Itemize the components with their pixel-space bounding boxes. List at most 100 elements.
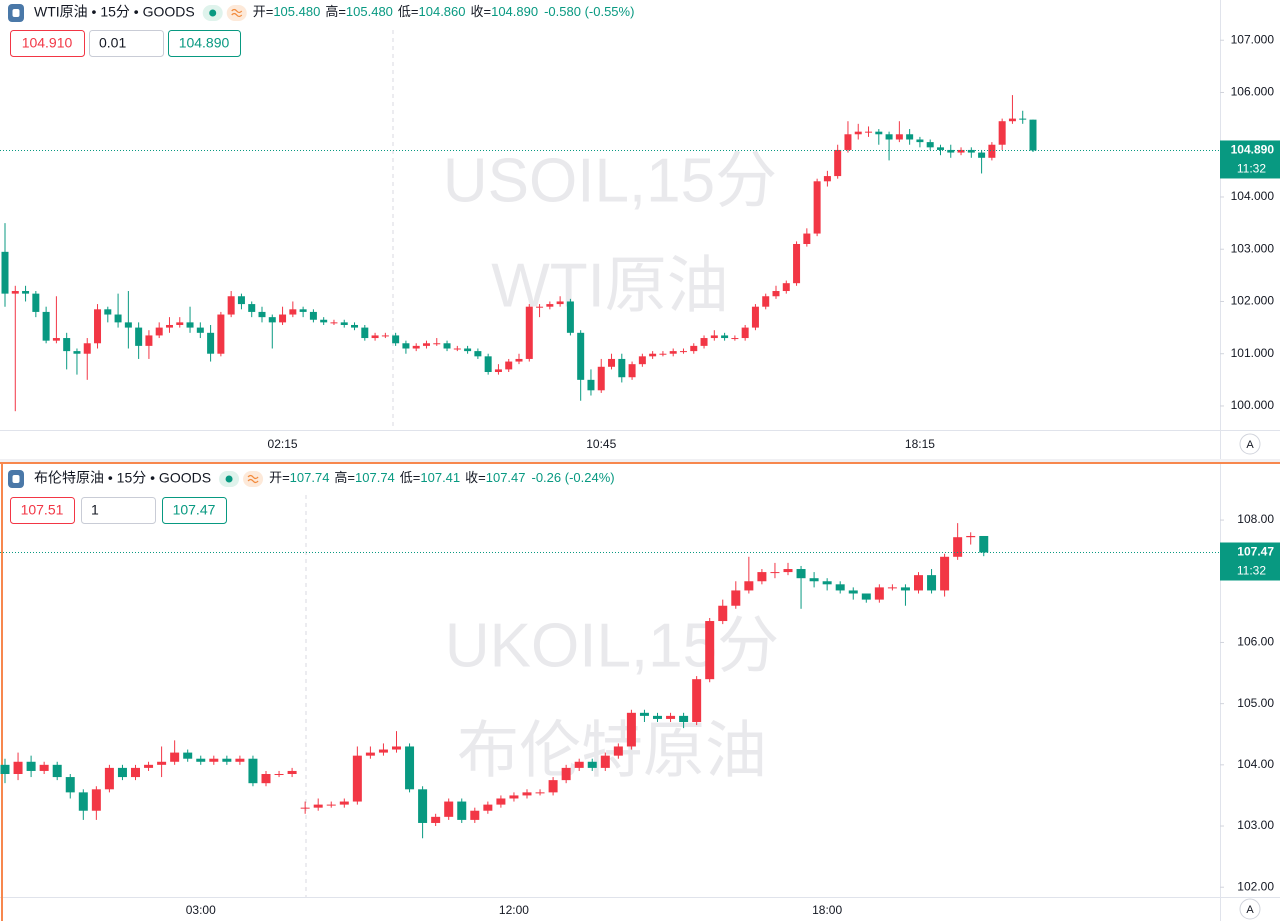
candle-body	[762, 296, 770, 307]
candle-body	[906, 134, 914, 140]
candle-body	[261, 774, 271, 784]
candle-body	[536, 306, 544, 308]
candle-body	[330, 322, 338, 324]
candle-body	[94, 309, 102, 344]
candle-body	[42, 311, 50, 341]
candle-body	[628, 364, 636, 378]
ohlc-value: 105.480	[346, 4, 393, 19]
candle-body	[176, 322, 184, 325]
candle-body	[104, 767, 114, 790]
ohlc-label: 高=	[325, 4, 346, 19]
candle-body	[692, 679, 702, 722]
auto-scale-button[interactable]	[1239, 898, 1261, 920]
candle-body	[351, 324, 359, 328]
candle-body	[710, 335, 718, 339]
candle-body	[91, 789, 101, 811]
candle-body	[690, 345, 698, 352]
candle-body	[577, 332, 585, 380]
x-tick-label: 03:00	[186, 903, 216, 917]
candle-body	[1029, 119, 1037, 151]
candle-body	[494, 369, 502, 373]
auto-scale-button[interactable]	[1239, 433, 1261, 455]
price-label-box	[1220, 542, 1280, 581]
candle-body	[927, 575, 937, 591]
y-tick-label: 102.000	[1231, 294, 1275, 308]
candle-body	[854, 131, 862, 135]
candle-body	[587, 761, 597, 768]
delay-pill	[226, 5, 247, 21]
status-dot	[225, 475, 233, 483]
candle-body	[248, 304, 256, 312]
candle-body	[600, 755, 610, 768]
candle-body	[453, 348, 461, 350]
y-tick-label: 101.000	[1231, 346, 1275, 360]
candle-body	[505, 361, 513, 370]
candle-body	[464, 348, 472, 352]
candle-body	[402, 343, 410, 349]
candle-body	[117, 767, 127, 778]
candle-body	[926, 142, 934, 148]
candle-body	[470, 810, 480, 820]
candle-body	[1008, 118, 1016, 122]
candle-body	[848, 590, 858, 594]
order-button	[168, 30, 241, 57]
candle-body	[339, 801, 349, 805]
candle-body	[835, 584, 845, 591]
candle-body	[744, 581, 754, 591]
charts: USOIL,15分WTI原油107.000106.000104.000103.0…	[0, 4, 1280, 920]
candle-body	[783, 569, 793, 573]
quantity-input: 1	[91, 502, 99, 518]
candle-body	[796, 569, 806, 579]
candle-body	[135, 327, 143, 346]
y-tick-label: 107.000	[1231, 32, 1275, 46]
candle-body	[365, 752, 375, 756]
symbol-icon-mark	[12, 9, 20, 17]
candle-body	[772, 291, 780, 297]
candle-body	[947, 149, 955, 153]
ohlc-header: 开=105.480 高=105.480 低=104.860 收=104.890 -0.5…	[253, 4, 635, 19]
candle-body	[626, 712, 636, 747]
candle-body	[124, 322, 132, 328]
candle-body	[834, 149, 842, 177]
candle-body	[26, 761, 36, 771]
candle-body	[1, 251, 9, 294]
candle-body	[11, 291, 19, 294]
candle-body	[235, 758, 245, 762]
quantity-input: 0.01	[99, 35, 126, 51]
y-tick-label: 104.00	[1237, 757, 1274, 771]
y-tick-label: 106.000	[1231, 85, 1275, 99]
ohlc-header: 开=107.74 高=107.74 低=107.41 收=107.47 -0.26 (-…	[269, 470, 615, 485]
candle-body	[638, 356, 646, 365]
candle-body	[967, 149, 975, 153]
candle-body	[535, 792, 545, 794]
symbol-icon-mark	[12, 475, 20, 483]
x-tick-label: 18:00	[812, 903, 842, 917]
candle-body	[874, 587, 884, 600]
candle-body	[13, 761, 23, 775]
candle-body	[556, 301, 564, 305]
ohlc-value: 107.47	[486, 470, 526, 485]
candle-body	[700, 338, 708, 346]
candle-body	[936, 147, 944, 150]
price-label: 107.47	[1237, 545, 1274, 559]
x-tick-label: 10:45	[586, 437, 616, 451]
candle-body	[809, 578, 819, 582]
order-button-label: 107.47	[173, 502, 216, 518]
candle-body	[52, 338, 60, 341]
candle-body	[32, 293, 40, 312]
candle-body	[659, 353, 667, 355]
watermark: USOIL,15分	[443, 146, 777, 215]
x-tick-label: 12:00	[499, 903, 529, 917]
candle-body	[320, 319, 328, 323]
candle-body	[39, 764, 49, 771]
candle-body	[222, 758, 232, 762]
candle-body	[422, 343, 430, 346]
ohlc-value: 107.74	[355, 470, 395, 485]
order-button	[10, 30, 85, 57]
candle-body	[157, 761, 167, 765]
candle-body	[361, 327, 369, 339]
ohlc-label: 高=	[334, 470, 355, 485]
candle-body	[274, 774, 284, 776]
